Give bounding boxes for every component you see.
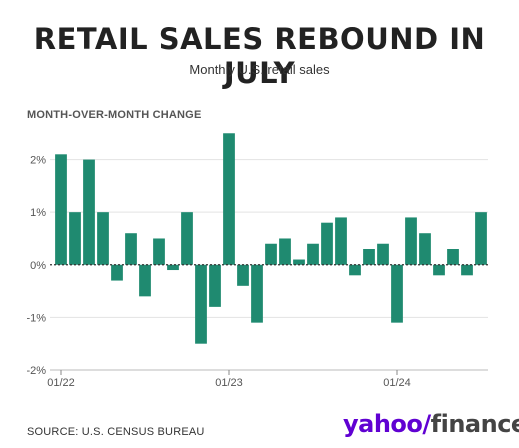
chart-title: RETAIL SALES REBOUND IN JULY xyxy=(33,22,486,90)
bar-2023-06 xyxy=(293,259,305,265)
bar-2023-11 xyxy=(363,249,375,265)
bar-2023-10 xyxy=(349,264,361,276)
bar-2023-12 xyxy=(377,243,389,265)
y-tick-label: 2% xyxy=(30,155,46,167)
bar-2022-11 xyxy=(195,264,207,344)
bar-2024-05 xyxy=(447,249,459,265)
x-tick-label: 01/23 xyxy=(215,377,243,389)
bar-2023-01 xyxy=(223,133,235,265)
bar-2024-04 xyxy=(433,264,445,276)
yahoo-finance-logo: yahoo/finance xyxy=(343,410,519,438)
bar-2022-04 xyxy=(97,212,109,265)
bar-2023-09 xyxy=(335,217,347,265)
bar-2022-09 xyxy=(167,264,179,271)
bar-2024-02 xyxy=(405,217,417,265)
y-tick-label: -2% xyxy=(26,365,46,377)
bar-2022-02 xyxy=(69,212,81,265)
bar-2023-05 xyxy=(279,238,291,265)
source-note: SOURCE: U.S. CENSUS BUREAU xyxy=(27,426,205,438)
bar-2022-03 xyxy=(83,159,95,265)
chart-subtitle: Monthly U.S. retail sales xyxy=(189,62,330,77)
y-axis-label: MONTH-OVER-MONTH CHANGE xyxy=(27,109,202,121)
bar-2022-10 xyxy=(181,212,193,265)
bar-layer xyxy=(55,133,487,344)
bar-2022-06 xyxy=(125,233,137,265)
bar-2023-02 xyxy=(237,264,249,286)
bar-2022-05 xyxy=(111,264,123,281)
y-tick-label: -1% xyxy=(26,312,46,324)
x-tick-label: 01/22 xyxy=(47,377,75,389)
bar-2022-12 xyxy=(209,264,221,307)
axis-layer: -2% -1% 0% 1% 2% 01/22 01/23 01/24 xyxy=(26,155,488,389)
bar-2023-03 xyxy=(251,264,263,323)
y-tick-label: 0% xyxy=(30,260,46,272)
bar-2024-07 xyxy=(475,212,487,265)
bar-2024-01 xyxy=(391,264,403,323)
bar-2024-06 xyxy=(461,264,473,276)
bar-2023-08 xyxy=(321,222,333,265)
bar-2023-07 xyxy=(307,243,319,265)
x-tick-label: 01/24 xyxy=(383,377,411,389)
bar-2022-07 xyxy=(139,264,151,297)
bar-2023-04 xyxy=(265,243,277,265)
bar-2022-01 xyxy=(55,154,67,265)
y-tick-label: 1% xyxy=(30,207,46,219)
bar-2024-03 xyxy=(419,233,431,265)
bar-2022-08 xyxy=(153,238,165,265)
